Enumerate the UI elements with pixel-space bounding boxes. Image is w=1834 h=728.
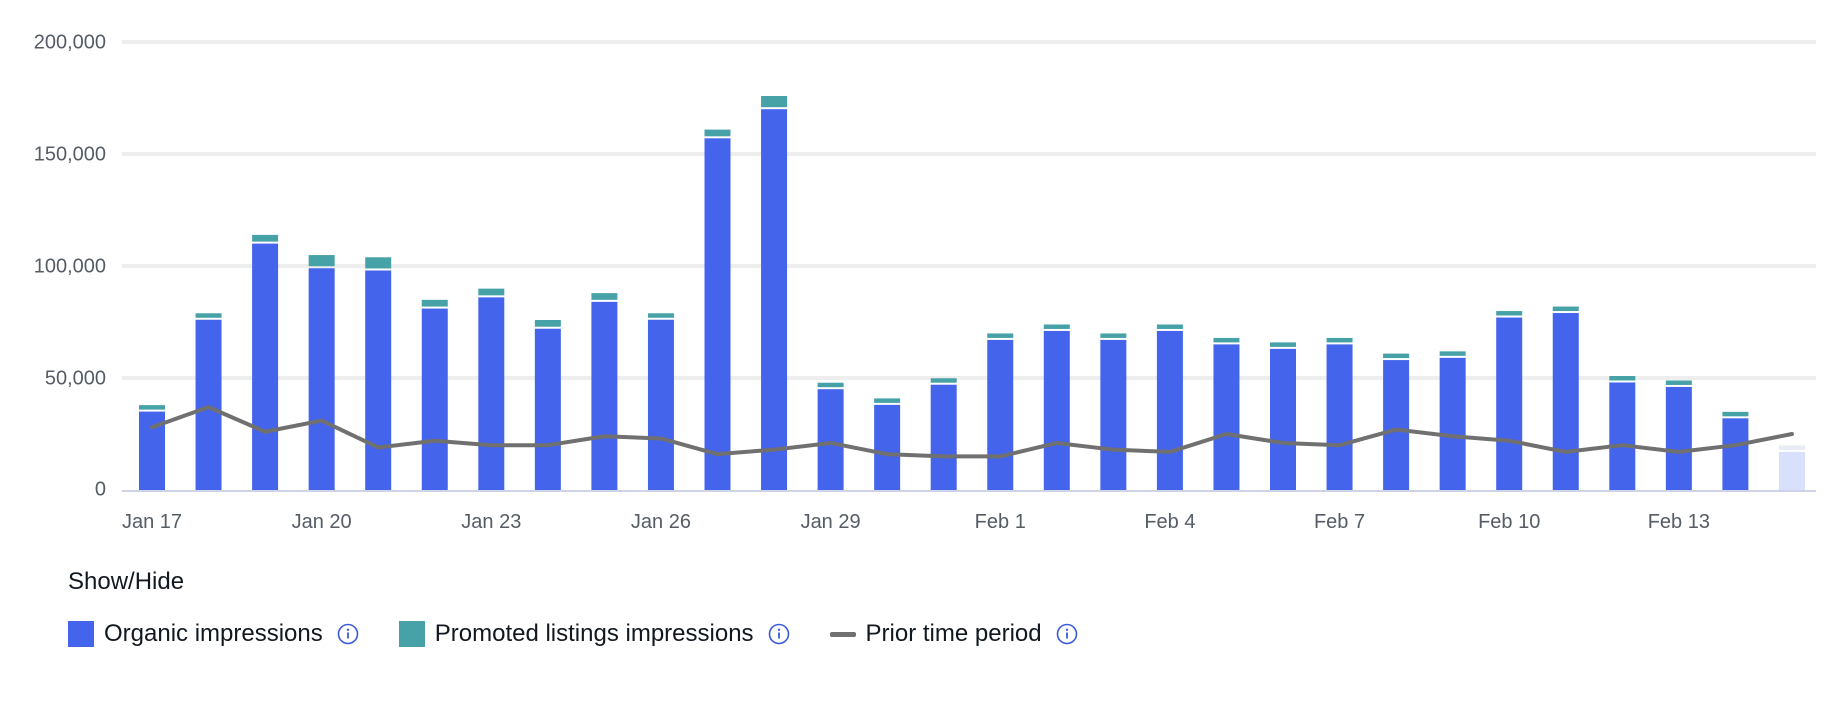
bar-promoted[interactable] — [1439, 351, 1466, 356]
x-tick-label: Feb 10 — [1478, 511, 1540, 533]
grid-lines — [122, 40, 1816, 380]
bar-promoted[interactable] — [139, 405, 165, 410]
x-tick-label: Jan 23 — [461, 511, 521, 533]
bar-organic[interactable] — [1270, 348, 1296, 490]
x-tick-label: Jan 29 — [801, 511, 861, 533]
x-tick-label: Jan 26 — [631, 511, 691, 533]
x-tick-label: Feb 13 — [1648, 511, 1710, 533]
bar-organic[interactable] — [1665, 386, 1692, 490]
bar-organic[interactable] — [704, 138, 731, 490]
bar-organic[interactable] — [874, 404, 901, 490]
x-tick-label: Feb 1 — [975, 511, 1026, 533]
legend-label-prior: Prior time period — [865, 620, 1042, 647]
bar-promoted[interactable] — [591, 293, 618, 300]
bar-promoted[interactable] — [252, 234, 279, 242]
bar-promoted[interactable] — [1270, 342, 1296, 347]
bar-organic[interactable] — [1043, 330, 1070, 490]
bar-promoted[interactable] — [1156, 324, 1183, 329]
info-circle-icon[interactable] — [768, 623, 790, 645]
legend-item-promoted[interactable]: Promoted listings impressions — [398, 620, 790, 648]
bar-promoted[interactable] — [1043, 324, 1070, 329]
bar-promoted[interactable] — [534, 320, 561, 327]
bar-promoted[interactable] — [817, 382, 844, 388]
bar-promoted[interactable] — [1552, 306, 1579, 312]
bar-promoted[interactable] — [987, 333, 1014, 338]
x-axis-ticks: Jan 17 Jan 20 Jan 23 Jan 26 Jan 29 Feb 1 Feb 4… — [122, 511, 1710, 533]
bar-organic[interactable] — [1100, 339, 1127, 490]
prior-period-line — [150, 405, 1794, 459]
bar-organic[interactable] — [591, 301, 618, 490]
promoted-swatch-icon — [398, 621, 425, 647]
impressions-chart: 0 50,000 100,000 150,000 200,000 Jan 17 Jan 2… — [34, 31, 1816, 533]
bar-promoted[interactable] — [1609, 376, 1636, 381]
legend-label-organic: Organic impressions — [104, 620, 323, 647]
bar-organic[interactable] — [1609, 382, 1636, 490]
bar-organic[interactable] — [1439, 357, 1466, 490]
bar-promoted[interactable] — [1100, 333, 1127, 338]
x-tick-label: Jan 17 — [122, 511, 182, 533]
y-tick-label: 200,000 — [34, 31, 106, 53]
legend: Show/Hide Organic impressions Promoted l… — [68, 568, 1118, 648]
legend-item-organic[interactable]: Organic impressions — [68, 620, 359, 648]
y-tick-label: 150,000 — [34, 143, 106, 165]
bar-promoted[interactable] — [874, 398, 901, 403]
bar-organic[interactable] — [195, 319, 222, 490]
bar-promoted[interactable] — [704, 129, 731, 137]
bars[interactable] — [139, 96, 1805, 490]
legend-label-promoted: Promoted listings impressions — [434, 620, 754, 647]
bar-organic[interactable] — [1722, 418, 1749, 490]
bar-organic[interactable] — [534, 328, 561, 490]
organic-swatch-icon — [68, 621, 94, 647]
bar-promoted[interactable] — [1778, 445, 1805, 450]
bar-promoted[interactable] — [478, 288, 505, 296]
bar-organic[interactable] — [987, 339, 1014, 490]
bar-promoted[interactable] — [421, 299, 448, 307]
bar-organic[interactable] — [1496, 317, 1523, 490]
bar-organic[interactable] — [647, 319, 674, 490]
bar-promoted[interactable] — [1383, 353, 1410, 359]
bar-organic[interactable] — [478, 297, 505, 490]
y-tick-label: 0 — [95, 478, 106, 500]
bar-promoted[interactable] — [1496, 311, 1523, 316]
bar-promoted[interactable] — [1665, 380, 1692, 385]
bar-organic[interactable] — [1213, 344, 1240, 490]
bar-organic[interactable] — [421, 308, 448, 490]
x-tick-label: Jan 20 — [292, 511, 352, 533]
bar-organic[interactable] — [1326, 344, 1353, 490]
bar-promoted[interactable] — [761, 96, 788, 108]
bar-promoted[interactable] — [930, 378, 957, 383]
bar-organic[interactable] — [1552, 313, 1579, 490]
prior-period-line-group — [150, 405, 1794, 459]
bar-organic[interactable] — [1383, 360, 1410, 490]
bar-promoted[interactable] — [195, 313, 222, 318]
chart-svg: 0 50,000 100,000 150,000 200,000 Jan 17 Jan 2… — [34, 31, 1816, 533]
bar-organic[interactable] — [308, 268, 335, 490]
bar-organic[interactable] — [817, 389, 844, 490]
bar-organic[interactable] — [252, 243, 279, 490]
legend-item-prior[interactable]: Prior time period — [829, 620, 1078, 648]
bar-promoted[interactable] — [1722, 411, 1749, 417]
bar-organic[interactable] — [365, 270, 392, 490]
bar-promoted[interactable] — [308, 255, 335, 267]
bar-organic[interactable] — [1156, 330, 1183, 490]
y-tick-label: 100,000 — [34, 255, 106, 277]
prior-line-swatch-icon — [829, 631, 856, 637]
info-circle-icon[interactable] — [337, 623, 359, 645]
y-axis-ticks: 0 50,000 100,000 150,000 200,000 — [34, 31, 106, 500]
y-tick-label: 50,000 — [45, 367, 106, 389]
legend-items: Organic impressions Promoted listings im… — [68, 620, 1118, 648]
bar-organic[interactable] — [761, 109, 788, 490]
bar-organic[interactable] — [1778, 451, 1805, 490]
x-tick-label: Feb 7 — [1314, 511, 1365, 533]
bar-promoted[interactable] — [365, 257, 392, 269]
x-tick-label: Feb 4 — [1144, 511, 1195, 533]
bar-promoted[interactable] — [1326, 337, 1353, 343]
bar-organic[interactable] — [930, 384, 957, 490]
legend-title: Show/Hide — [68, 568, 185, 595]
bar-promoted[interactable] — [1213, 337, 1240, 343]
info-circle-icon[interactable] — [1056, 623, 1078, 645]
bar-promoted[interactable] — [647, 313, 674, 318]
